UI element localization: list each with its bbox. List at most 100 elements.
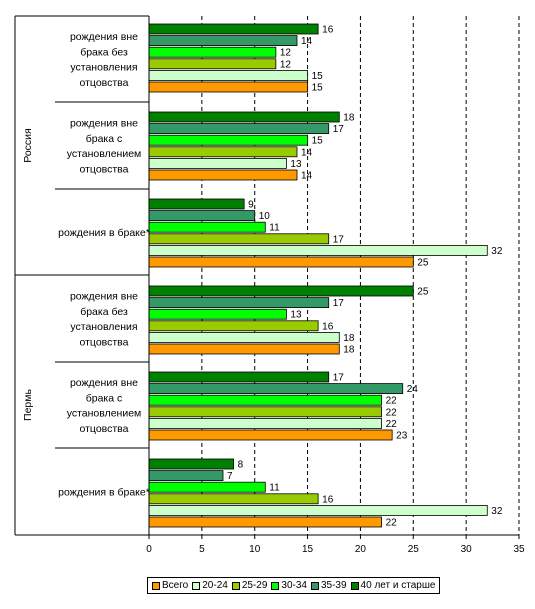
legend-swatch <box>350 581 359 590</box>
category-label: рождения вне <box>70 118 138 130</box>
bar <box>148 58 277 70</box>
category-label: брака без <box>80 46 128 58</box>
data-label: 25 <box>417 287 429 298</box>
bar <box>148 146 298 158</box>
bar <box>148 81 308 93</box>
x-tick-label: 5 <box>199 544 205 555</box>
category-label: отцовства <box>80 336 129 348</box>
region-label: Россия <box>22 128 34 162</box>
category-label: установлением <box>67 408 142 420</box>
category-label: установлением <box>67 148 142 160</box>
x-tick-label: 10 <box>249 544 261 555</box>
legend-label: 40 лет и старше <box>360 580 436 591</box>
bar <box>148 210 256 222</box>
bar <box>148 371 330 383</box>
data-label: 18 <box>343 345 355 356</box>
data-label: 14 <box>301 147 313 158</box>
bar <box>148 70 308 81</box>
data-label: 17 <box>333 373 345 384</box>
legend-label: 25-29 <box>241 580 268 591</box>
category-label: рождения вне <box>70 377 138 389</box>
data-label: 22 <box>386 518 398 529</box>
data-label: 16 <box>322 321 334 332</box>
legend-swatch <box>310 581 319 590</box>
category-label: брака с <box>86 392 123 404</box>
x-tick-label: 15 <box>302 544 314 555</box>
data-label: 16 <box>322 494 334 505</box>
data-label: 16 <box>322 25 334 36</box>
bar <box>148 134 308 146</box>
bar <box>148 221 266 233</box>
data-label: 15 <box>312 83 324 94</box>
data-label: 32 <box>491 246 503 257</box>
legend-item: Всего <box>152 580 188 591</box>
bar <box>148 320 319 332</box>
category-label: отцовства <box>80 423 129 435</box>
data-label: 9 <box>248 200 254 211</box>
bar <box>148 111 340 123</box>
data-label: 15 <box>312 136 324 147</box>
legend-label: 35-39 <box>320 580 347 591</box>
category-label: рождения вне <box>70 291 138 303</box>
x-tick-label: 20 <box>355 544 367 555</box>
data-label: 10 <box>259 211 271 222</box>
data-label: 32 <box>491 506 503 517</box>
x-tick-label: 0 <box>146 544 152 555</box>
bar <box>148 23 319 35</box>
bar <box>148 394 382 406</box>
data-label: 22 <box>386 396 398 407</box>
bar <box>148 169 298 181</box>
x-tick-label: 30 <box>461 544 473 555</box>
legend-label: 20-24 <box>202 580 228 591</box>
bar <box>148 481 266 493</box>
bar <box>148 35 298 46</box>
data-label: 22 <box>386 419 398 430</box>
data-label: 24 <box>407 384 419 395</box>
data-label: 23 <box>396 431 408 442</box>
category-label: рождения в браке* <box>58 487 150 499</box>
data-label: 22 <box>386 407 398 418</box>
bar <box>148 285 414 297</box>
bar <box>148 458 234 470</box>
legend-swatch <box>271 581 280 590</box>
data-label: 11 <box>269 223 280 234</box>
x-tick-label: 25 <box>408 544 420 555</box>
legend-item: 40 лет и старше <box>350 580 436 591</box>
data-label: 14 <box>301 171 313 182</box>
category-label: отцовства <box>80 77 129 89</box>
data-label: 11 <box>269 483 280 494</box>
region-label: Пермь <box>22 389 34 421</box>
category-label: рождения в браке* <box>58 227 150 239</box>
bar <box>148 406 382 418</box>
data-label: 25 <box>417 258 429 269</box>
bar <box>148 516 382 528</box>
bar <box>148 308 287 320</box>
bar <box>148 493 319 505</box>
bar <box>148 233 330 245</box>
data-label: 13 <box>290 310 302 321</box>
legend-item: 25-29 <box>231 580 268 591</box>
legend-item: 20-24 <box>192 580 228 591</box>
legend: Всего 20-24 25-29 30-34 35-39 40 лет и старше <box>147 577 441 594</box>
legend-label: 30-34 <box>281 580 307 591</box>
category-label: установления <box>70 62 137 74</box>
bar <box>148 297 330 309</box>
category-label: рождения вне <box>70 31 138 43</box>
data-label: 15 <box>312 71 324 82</box>
data-label: 18 <box>343 113 355 124</box>
legend-item: 30-34 <box>271 580 307 591</box>
bar <box>148 383 404 395</box>
bar <box>148 429 393 441</box>
bar <box>148 244 488 256</box>
data-label: 12 <box>280 48 292 59</box>
data-label: 7 <box>227 471 233 482</box>
bar <box>148 331 340 343</box>
bar <box>148 417 382 429</box>
data-label: 18 <box>343 333 355 344</box>
data-label: 12 <box>280 59 292 70</box>
data-label: 17 <box>333 124 345 135</box>
data-label: 14 <box>301 36 313 47</box>
bar <box>148 504 488 516</box>
